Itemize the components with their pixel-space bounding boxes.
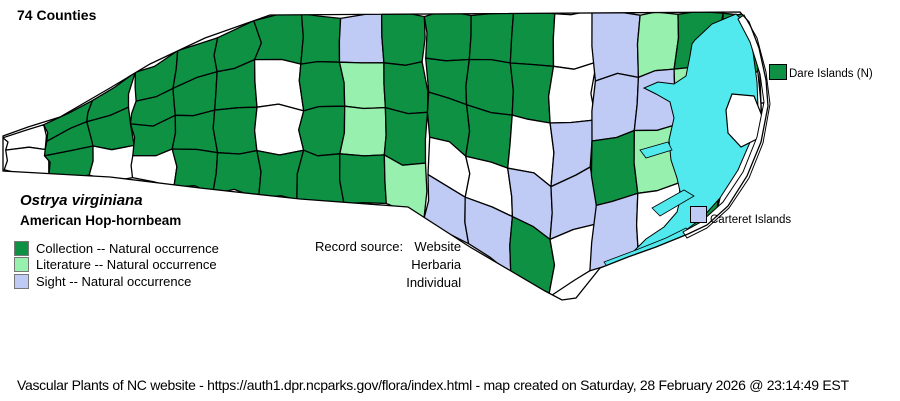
county: [253, 12, 304, 65]
county: [171, 109, 219, 154]
county: [380, 12, 426, 66]
pamlico-albemarle-sound: [631, 13, 759, 254]
record-source-block: Record source: Website Herbaria Individu…: [315, 238, 461, 292]
legend-row-literature: Literature -- Natural occurrence: [14, 257, 219, 274]
collection-swatch: [14, 240, 29, 256]
county: [590, 129, 639, 207]
county: [339, 105, 387, 157]
dare-islands-label: Dare Islands (N): [789, 68, 873, 80]
county: [636, 12, 680, 79]
legend-row-collection: Collection -- Natural occurrence: [14, 240, 219, 257]
legend-label: Sight -- Natural occurrence: [36, 273, 192, 289]
dare-islands-marker: [769, 64, 787, 80]
county: [509, 62, 555, 124]
county: [552, 12, 598, 70]
legend-label: Literature -- Natural occurrence: [36, 257, 217, 273]
county: [253, 58, 305, 112]
state-outline: [2, 11, 769, 301]
county: [338, 61, 387, 110]
record-source-label: Record source:: [315, 239, 404, 254]
county: [212, 149, 262, 200]
county: [591, 12, 641, 82]
county: [296, 149, 345, 205]
county: [591, 72, 640, 142]
county: [298, 60, 346, 112]
page-title: 74 Counties: [17, 7, 97, 23]
species-scientific-name: Ostrya virginiana: [20, 192, 143, 209]
sight-swatch: [14, 273, 29, 289]
county: [338, 12, 385, 64]
county: [339, 153, 387, 205]
county: [383, 106, 429, 166]
legend-row-sight: Sight -- Natural occurrence: [14, 273, 219, 290]
dare-mainland: [725, 93, 763, 148]
literature-swatch: [14, 257, 29, 273]
county: [423, 12, 472, 62]
county: [468, 12, 515, 64]
county: [300, 12, 342, 65]
species-block: Ostrya virginiana American Hop-hornbeam: [20, 192, 181, 230]
record-source-value: Herbaria: [411, 257, 462, 272]
carteret-islands-marker: [690, 206, 707, 223]
outer-banks: [682, 14, 771, 239]
footer-attribution: Vascular Plants of NC website - https://…: [17, 377, 849, 393]
legend-label: Collection -- Natural occurrence: [36, 240, 219, 256]
species-common-name: American Hop-hornbeam: [20, 212, 182, 228]
county: [383, 154, 428, 219]
county: [298, 105, 346, 157]
pamlico-river: [639, 141, 673, 159]
record-source-value: Website: [414, 239, 462, 254]
county: [212, 106, 258, 155]
record-source-value: Individual: [406, 275, 462, 290]
county: [509, 12, 556, 67]
county: [547, 61, 598, 124]
record-source-values: Website Herbaria Individual: [403, 238, 461, 292]
carteret-islands-label: Carteret Islands: [710, 214, 792, 226]
map-legend: Collection -- Natural occurrence Literat…: [14, 240, 219, 290]
county: [383, 61, 429, 115]
county: [253, 103, 305, 156]
neuse-river: [651, 189, 695, 217]
